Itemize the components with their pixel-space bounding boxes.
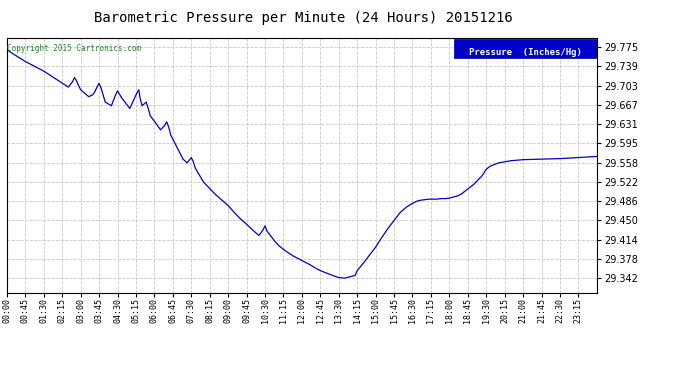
- Text: Pressure  (Inches/Hg): Pressure (Inches/Hg): [469, 48, 582, 57]
- Bar: [454, 39, 597, 58]
- Text: Copyright 2015 Cartronics.com: Copyright 2015 Cartronics.com: [8, 44, 141, 53]
- Text: Barometric Pressure per Minute (24 Hours) 20151216: Barometric Pressure per Minute (24 Hours…: [95, 11, 513, 25]
